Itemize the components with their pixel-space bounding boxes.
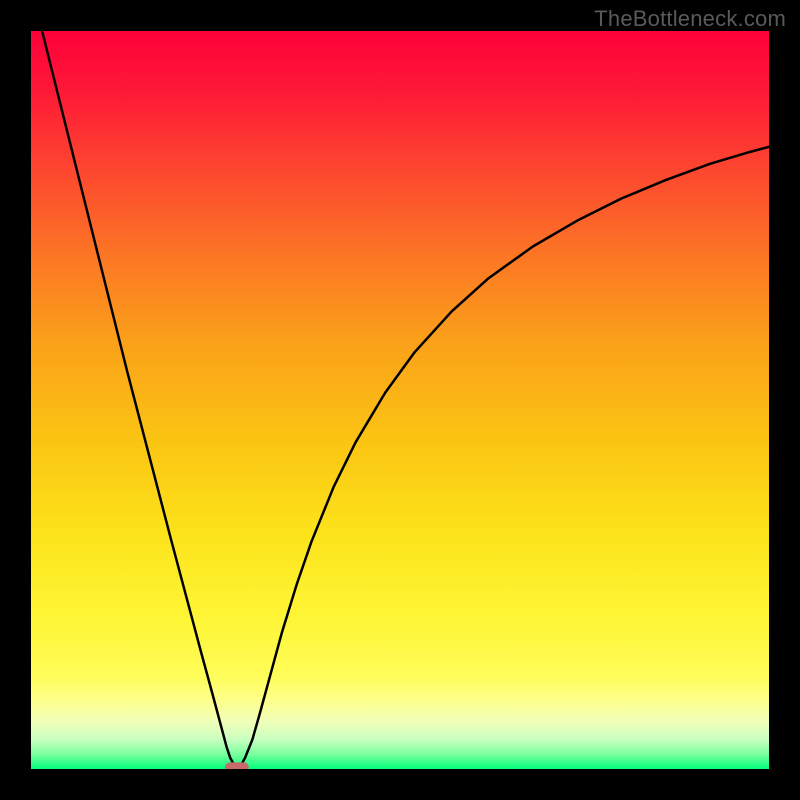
plot-frame	[31, 31, 769, 769]
plot-svg	[31, 31, 769, 769]
optimal-point-marker	[225, 762, 249, 769]
plot-background	[31, 31, 769, 769]
watermark-text: TheBottleneck.com	[594, 6, 786, 32]
chart-container: TheBottleneck.com	[0, 0, 800, 800]
